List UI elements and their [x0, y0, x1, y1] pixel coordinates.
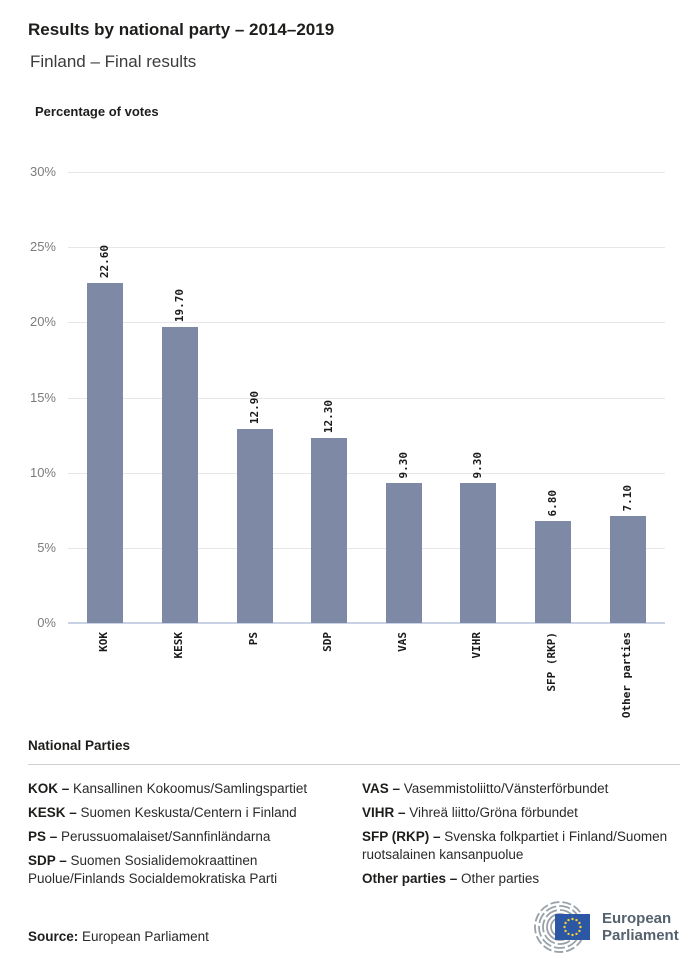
page-title: Results by national party – 2014–2019	[28, 20, 335, 39]
legend-item: Other parties – Other parties	[362, 870, 680, 888]
x-axis-line	[68, 622, 665, 624]
bar-ps	[237, 429, 273, 623]
page-subtitle: Finland – Final results	[30, 52, 197, 71]
x-axis-category-label: SFP (RKP)	[545, 632, 558, 692]
party-abbreviation: KOK –	[28, 781, 70, 796]
x-axis-category-label: PS	[247, 632, 260, 646]
european-parliament-logo: European Parliament	[528, 901, 679, 953]
eu-star	[578, 929, 581, 933]
legend-item: PS – Perussuomalaiset/Sannfinländarna	[28, 828, 340, 846]
party-abbreviation: VAS –	[362, 781, 401, 796]
eu-star	[571, 933, 574, 937]
gridline	[68, 398, 665, 399]
legend-item: VAS – Vasemmistoliitto/Vänsterförbundet	[362, 780, 680, 798]
gridline	[68, 548, 665, 549]
legend-item: KESK – Suomen Keskusta/Centern i Finland	[28, 804, 340, 822]
bar-kok	[87, 283, 123, 623]
y-axis-tick-label: 25%	[29, 239, 56, 254]
legend-heading: National Parties	[28, 738, 131, 753]
party-full-name: Suomen Keskusta/Centern i Finland	[76, 805, 297, 820]
bar-value-label: 9.30	[471, 451, 484, 479]
legend-columns: KOK – Kansallinen Kokoomus/Samlingsparti…	[28, 780, 680, 894]
party-abbreviation: VIHR –	[362, 805, 406, 820]
party-full-name: Vasemmistoliitto/Vänsterförbundet	[400, 781, 609, 796]
y-axis-tick-label: 20%	[29, 314, 56, 329]
y-axis-tick-label: 0%	[37, 615, 56, 630]
source-line: Source: European Parliament	[28, 929, 209, 944]
y-axis-tick-label: 15%	[29, 390, 56, 405]
bar-chart: 0% 5% 10% 15% 20% 25% 30% 22.60 KOK 19.70 KESK 12.9…	[29, 164, 665, 719]
party-full-name: Svenska folkpartiet i Finland/Suomen ruo…	[362, 829, 668, 862]
x-axis-category-label: KESK	[172, 632, 185, 659]
eu-star	[575, 932, 578, 936]
x-axis-category-label: KOK	[97, 632, 110, 652]
legend-section: National Parties KOK – Kansallinen Kokoo…	[28, 738, 680, 894]
source-value: European Parliament	[82, 929, 209, 944]
gridline	[68, 172, 665, 173]
gridline	[68, 322, 665, 323]
party-abbreviation: Other parties –	[362, 871, 458, 886]
y-axis-tick-label: 10%	[29, 465, 56, 480]
legend-item: KOK – Kansallinen Kokoomus/Samlingsparti…	[28, 780, 340, 798]
bar-value-label: 12.30	[322, 399, 335, 433]
legend-divider	[28, 764, 680, 765]
eu-star	[564, 921, 567, 925]
bar-value-label: 22.60	[98, 244, 111, 278]
eu-star	[567, 918, 570, 922]
gridline	[68, 473, 665, 474]
eu-star	[564, 929, 567, 933]
bar-other-parties	[610, 516, 646, 623]
gridline	[68, 247, 665, 248]
bar-vihr	[460, 483, 496, 623]
x-axis-category-label: SDP	[321, 632, 334, 652]
x-axis-category-label: Other parties	[620, 632, 633, 719]
eu-star	[571, 917, 574, 921]
bar-value-label: 7.10	[621, 484, 634, 512]
y-axis-tick-label: 30%	[29, 164, 56, 179]
legend-column: VAS – Vasemmistoliitto/Vänsterförbundet V…	[362, 780, 680, 894]
party-full-name: Vihreä liitto/Gröna förbundet	[405, 805, 578, 820]
bar-value-label: 19.70	[173, 288, 186, 322]
x-axis-category-label: VAS	[396, 632, 409, 652]
party-full-name: Suomen Sosialidemokraattinen Puolue/Finl…	[28, 853, 278, 886]
bar-value-label: 12.90	[248, 390, 261, 424]
party-abbreviation: SFP (RKP) –	[362, 829, 441, 844]
bar-value-label: 6.80	[546, 489, 559, 517]
hemicycle-icon	[534, 901, 590, 953]
bar-sdp	[311, 438, 347, 623]
logo-line2: Parliament	[602, 927, 679, 944]
legend-column: KOK – Kansallinen Kokoomus/Samlingsparti…	[28, 780, 340, 894]
legend-item: SDP – Suomen Sosialidemokraattinen Puolu…	[28, 852, 340, 888]
party-full-name: Kansallinen Kokoomus/Samlingspartiet	[69, 781, 308, 796]
logo-line1: European	[602, 910, 672, 927]
source-label: Source:	[28, 929, 79, 944]
bar-vas	[386, 483, 422, 623]
bar-sfp-rkp-	[535, 521, 571, 623]
party-full-name: Perussuomalaiset/Sannfinländarna	[57, 829, 271, 844]
eu-star	[567, 932, 570, 936]
chart-axis-title: Percentage of votes	[35, 104, 159, 119]
eu-star	[578, 921, 581, 925]
y-axis-tick-label: 5%	[37, 540, 56, 555]
eu-star	[563, 925, 566, 929]
x-axis-category-label: VIHR	[470, 632, 483, 659]
party-abbreviation: PS –	[28, 829, 58, 844]
legend-item: SFP (RKP) – Svenska folkpartiet i Finlan…	[362, 828, 680, 864]
party-abbreviation: SDP –	[28, 853, 67, 868]
eu-star	[575, 918, 578, 922]
bar-kesk	[162, 327, 198, 623]
party-abbreviation: KESK –	[28, 805, 77, 820]
logo-wordmark: European Parliament	[602, 910, 679, 944]
eu-star	[579, 925, 582, 929]
party-full-name: Other parties	[457, 871, 540, 886]
legend-item: VIHR – Vihreä liitto/Gröna förbundet	[362, 804, 680, 822]
bar-value-label: 9.30	[397, 451, 410, 479]
